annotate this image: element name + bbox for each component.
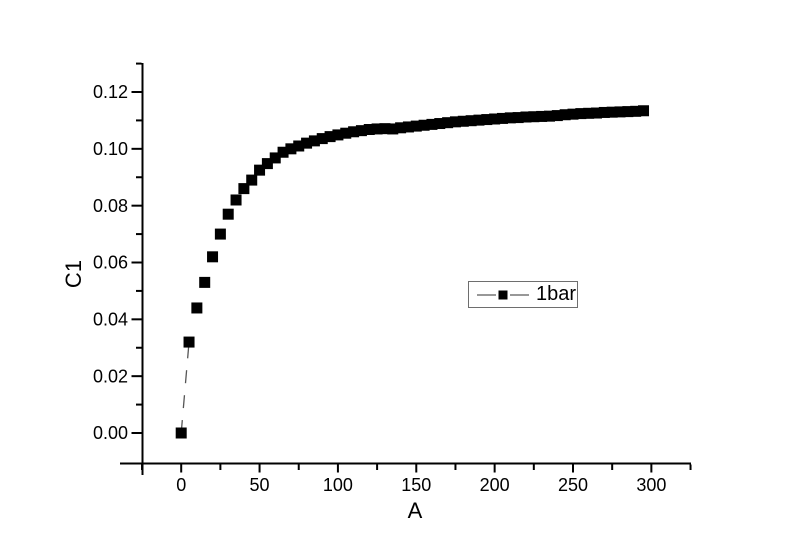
data-point-marker xyxy=(583,107,595,119)
data-point-marker xyxy=(481,114,493,126)
data-point-marker xyxy=(449,116,461,128)
data-point-marker xyxy=(434,118,446,130)
data-point-marker xyxy=(575,108,587,120)
data-point-marker xyxy=(371,123,383,135)
data-point-marker xyxy=(340,127,352,139)
data-point-marker xyxy=(269,152,281,164)
x-tick-label: 200 xyxy=(480,475,510,495)
legend-line-marker-icon xyxy=(477,290,529,299)
data-point-marker xyxy=(512,112,524,124)
data-point-marker xyxy=(489,113,501,125)
data-point-marker xyxy=(418,119,430,131)
data-point-marker xyxy=(246,174,258,186)
data-point-marker xyxy=(293,140,305,152)
data-point-marker xyxy=(638,105,650,117)
data-point-marker xyxy=(316,133,328,145)
legend-box: 1bar xyxy=(468,281,578,308)
data-point-marker xyxy=(332,129,344,141)
data-point-marker xyxy=(324,131,336,143)
x-tick-label: 100 xyxy=(323,475,353,495)
data-point-marker xyxy=(238,183,250,195)
data-point-marker xyxy=(465,115,477,127)
series-connector-dash xyxy=(180,342,190,434)
data-point-marker xyxy=(622,106,634,118)
data-point-marker xyxy=(230,194,242,206)
data-point-marker xyxy=(379,123,391,135)
data-point-marker xyxy=(496,112,508,124)
data-point-marker xyxy=(536,110,548,122)
data-point-marker xyxy=(207,251,219,263)
y-axis-title: C1 xyxy=(61,259,86,289)
y-tick-label: 0.00 xyxy=(93,423,128,443)
x-tick-label: 0 xyxy=(176,475,186,495)
data-point-marker xyxy=(402,121,414,133)
data-point-marker xyxy=(543,110,555,122)
data-point-marker xyxy=(551,110,563,122)
data-point-marker xyxy=(175,427,187,439)
data-point-marker xyxy=(214,228,226,240)
data-point-marker xyxy=(598,106,610,118)
data-point-marker xyxy=(614,106,626,118)
data-point-marker xyxy=(277,146,289,158)
data-point-marker xyxy=(442,117,454,129)
data-point-marker xyxy=(591,107,603,119)
x-tick-label: 50 xyxy=(250,475,270,495)
data-point-marker xyxy=(191,302,203,314)
data-point-marker xyxy=(630,105,642,117)
data-point-marker xyxy=(308,135,320,147)
data-point-marker xyxy=(261,158,273,170)
y-tick-label: 0.08 xyxy=(93,196,128,216)
data-point-marker xyxy=(348,126,360,138)
data-point-marker xyxy=(254,164,266,176)
y-tick-label: 0.04 xyxy=(93,310,128,330)
data-point-marker xyxy=(387,123,399,135)
x-tick-label: 150 xyxy=(401,475,431,495)
data-point-marker xyxy=(410,120,422,132)
data-point-marker xyxy=(504,112,516,124)
data-point-marker xyxy=(567,108,579,120)
data-point-marker xyxy=(363,124,375,136)
data-point-marker xyxy=(395,122,407,134)
data-point-marker xyxy=(520,111,532,123)
data-point-marker xyxy=(285,143,297,155)
data-point-marker xyxy=(222,208,234,220)
y-tick-label: 0.02 xyxy=(93,366,128,386)
data-point-marker xyxy=(473,114,485,126)
y-tick-label: 0.10 xyxy=(93,139,128,159)
x-tick-label: 250 xyxy=(558,475,588,495)
data-point-marker xyxy=(457,115,469,127)
data-point-marker xyxy=(355,125,367,137)
data-point-marker xyxy=(426,118,438,130)
y-tick-label: 0.06 xyxy=(93,253,128,273)
data-point-marker xyxy=(199,276,211,288)
data-point-marker xyxy=(183,336,195,348)
legend-entry-label: 1bar xyxy=(536,283,577,305)
data-point-marker xyxy=(606,106,618,118)
data-point-marker xyxy=(528,111,540,123)
x-tick-label: 300 xyxy=(636,475,666,495)
y-tick-label: 0.12 xyxy=(93,82,128,102)
x-axis-title: A xyxy=(407,498,423,523)
data-point-marker xyxy=(559,109,571,121)
data-point-marker xyxy=(301,137,313,149)
